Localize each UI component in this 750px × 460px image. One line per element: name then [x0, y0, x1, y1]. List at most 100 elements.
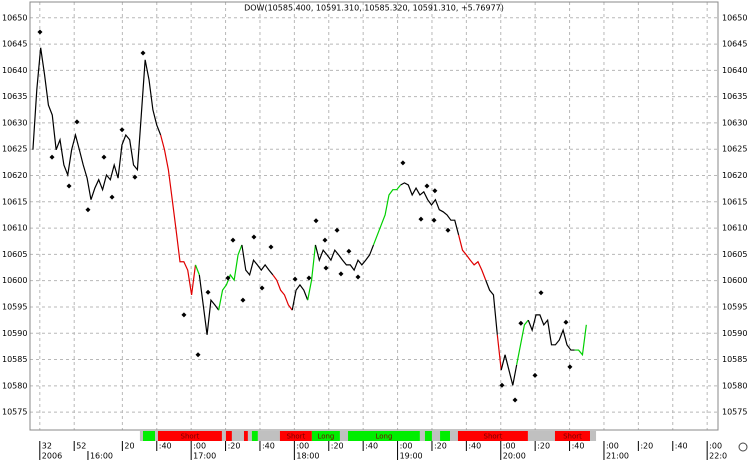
- x-tick-label: :00: [193, 442, 206, 451]
- price-line: [272, 274, 293, 311]
- marker: [37, 29, 43, 35]
- price-line: [574, 324, 587, 357]
- marker: [268, 244, 274, 250]
- y-tick-label-left: 10635: [2, 92, 27, 101]
- price-line: [160, 134, 197, 295]
- marker: [418, 216, 424, 222]
- x-tick-label: :20: [331, 442, 344, 451]
- x-tick-label: :20: [537, 442, 550, 451]
- signal-segment: [157, 431, 222, 441]
- price-line: [500, 354, 518, 386]
- y-tick-label-left: 10580: [2, 381, 27, 390]
- y-tick-label-right: 10620: [722, 171, 747, 180]
- marker: [85, 207, 91, 213]
- price-line: [314, 244, 375, 272]
- x-major-tick-label: 21:00: [606, 452, 629, 460]
- y-tick-label-left: 10650: [2, 13, 27, 22]
- price-line: [485, 279, 498, 335]
- x-tick-label: :00: [709, 442, 722, 451]
- signal-label: Long: [375, 433, 392, 441]
- marker: [355, 274, 361, 280]
- marker: [322, 237, 328, 243]
- price-line: [372, 184, 402, 246]
- x-tick-label: :40: [572, 442, 585, 451]
- price-line: [291, 283, 309, 311]
- marker: [251, 234, 257, 240]
- signal-segment: [311, 431, 340, 441]
- y-tick-label-right: 10645: [722, 40, 747, 49]
- marker: [532, 372, 538, 378]
- price-line: [32, 47, 162, 200]
- x-major-tick-label: 2006: [42, 452, 62, 460]
- x-tick-label: :20: [228, 442, 241, 451]
- marker: [240, 297, 246, 303]
- y-tick-label-right: 10625: [722, 145, 747, 154]
- y-tick-label-right: 10580: [722, 381, 747, 390]
- marker: [292, 276, 298, 282]
- x-major-tick-label: 16:00: [90, 452, 113, 460]
- signal-segment: [257, 431, 280, 441]
- price-line: [241, 244, 274, 277]
- y-tick-label-right: 10610: [722, 224, 747, 233]
- marker: [49, 154, 55, 160]
- x-tick-label: :40: [675, 442, 688, 451]
- y-tick-label-right: 10640: [722, 66, 747, 75]
- y-tick-label-right: 10590: [722, 329, 747, 338]
- x-major-tick-label: 19:00: [400, 452, 423, 460]
- marker: [119, 127, 125, 133]
- price-line: [307, 244, 317, 301]
- x-tick-label: :20: [640, 442, 653, 451]
- y-tick-label-left: 10595: [2, 302, 27, 311]
- y-tick-label-right: 10605: [722, 250, 747, 259]
- marker: [338, 271, 344, 277]
- x-tick-label: :40: [365, 442, 378, 451]
- marker: [431, 217, 437, 223]
- signal-segment: [419, 431, 425, 441]
- y-tick-label-left: 10585: [2, 355, 27, 364]
- x-major-tick-label: 22:0: [709, 452, 727, 460]
- x-tick-label: :00: [296, 442, 309, 451]
- x-tick-label: :00: [400, 442, 413, 451]
- signal-label: Short: [484, 433, 503, 441]
- marker: [230, 237, 236, 243]
- grid-layer: [30, 2, 718, 430]
- marker: [518, 320, 524, 326]
- signal-segment: [424, 431, 432, 441]
- plot-frame: [29, 1, 719, 431]
- signal-segment: [457, 431, 528, 441]
- marker: [181, 312, 187, 318]
- signal-label: Short: [287, 433, 306, 441]
- signal-label: Short: [181, 433, 200, 441]
- marker: [424, 183, 430, 189]
- marker: [225, 275, 231, 281]
- y-tick-label-right: 10630: [722, 118, 747, 127]
- marker: [259, 285, 265, 291]
- signal-segment: [348, 431, 420, 441]
- y-tick-label-right: 10575: [722, 408, 747, 417]
- marker: [109, 194, 115, 200]
- status-icon: [738, 442, 748, 452]
- marker: [306, 275, 312, 281]
- x-tick-label: :00: [606, 442, 619, 451]
- x-tick-label: :40: [262, 442, 275, 451]
- y-tick-label-right: 10635: [722, 92, 747, 101]
- x-major-tick-label: 18:00: [296, 452, 319, 460]
- marker: [499, 382, 505, 388]
- signal-segment: [554, 431, 591, 441]
- price-line: [198, 274, 220, 335]
- signal-segment: [590, 431, 597, 441]
- x-tick-label: :00: [503, 442, 516, 451]
- y-tick-label-left: 10600: [2, 276, 27, 285]
- marker: [140, 50, 146, 56]
- marker: [334, 227, 340, 233]
- x-tick-label: 52: [76, 442, 86, 451]
- marker: [132, 174, 138, 180]
- price-line: [458, 234, 487, 281]
- signal-segment: [243, 431, 248, 441]
- marker: [346, 248, 352, 254]
- signal-segment: [139, 431, 144, 441]
- y-tick-label-right: 10615: [722, 197, 747, 206]
- y-tick-label-left: 10625: [2, 145, 27, 154]
- price-line: [400, 182, 460, 236]
